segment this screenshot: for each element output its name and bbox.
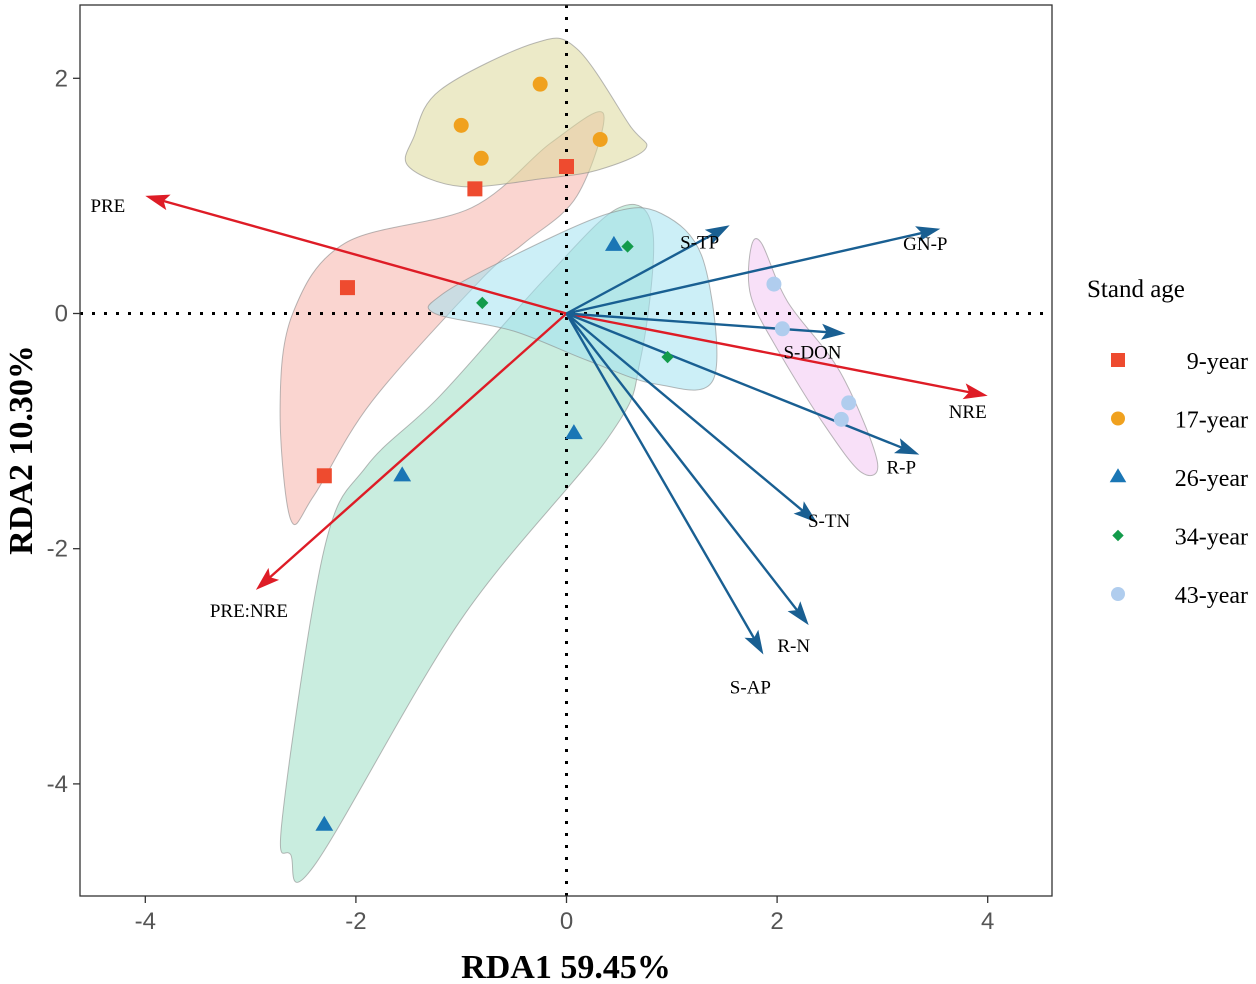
x-tick-label: -2 [345,908,366,935]
data-point [565,424,583,440]
vector-label: S-DON [783,343,841,364]
legend-key [1111,587,1125,601]
axes: -4 -2 0 2 4 -4 -2 0 2 [47,65,995,935]
vector-arrowhead [787,601,809,626]
vector-PRE:NRE: PRE:NRE [210,312,568,622]
series-26-year [315,235,623,831]
sample-points [315,76,857,831]
series-34-year [476,240,674,364]
data-point [833,411,849,427]
vector-S-AP: S-AP [565,312,771,699]
legend-key [1111,353,1125,367]
y-tick-label: -4 [47,771,68,798]
vector-label: S-TN [808,511,851,532]
x-tick-label: 4 [981,908,994,935]
data-point [339,280,355,296]
vector-label: S-AP [730,678,771,699]
vector-arrowhead [962,383,988,400]
data-point [774,321,790,337]
legend-item-34-year: 34-year [1112,525,1248,551]
y-axis-title: RDA2 10.30% [3,345,40,555]
vector-NRE: NRE [566,312,988,423]
vector-arrowhead [793,501,818,523]
vector-shaft [268,312,568,579]
vector-label: PRE:NRE [210,601,288,622]
data-point [605,235,623,251]
legend-label: 17-year [1175,408,1248,434]
data-point [621,240,634,253]
series-9-year [316,159,574,484]
data-point [532,76,548,92]
legend-label: 26-year [1175,466,1248,492]
vector-shaft [566,312,903,450]
vector-label: NRE [949,402,987,423]
legend-item-26-year: 26-year [1109,466,1248,492]
environmental-vectors: PRE NRE PRE:NRE S-TP GN-P S-DON R-P S-TN R-N S-AP [90,194,988,699]
vector-arrowhead [915,226,941,242]
legend-key [1109,468,1127,483]
legend-label: 34-year [1175,525,1248,551]
vector-arrowhead [255,567,280,590]
legend-key [1111,411,1125,426]
y-tick-label: -2 [47,536,68,563]
vector-label: R-P [887,458,917,479]
vector-arrowhead [704,225,730,244]
hull-17-year [404,37,648,188]
legend-label: 9-year [1187,349,1248,375]
vector-shaft [566,312,971,394]
legend-title: Stand age [1087,276,1185,303]
vector-R-N: R-N [565,312,810,657]
vector-label: R-N [777,636,810,657]
vector-shaft [565,232,715,315]
data-point [476,296,489,310]
vector-R-P: R-P [566,312,920,479]
legend-key [1112,529,1124,542]
data-point [841,395,857,411]
vector-arrowhead [744,629,764,655]
data-point [661,350,674,364]
y-tick-label: 0 [55,301,68,328]
vector-PRE: PRE [90,194,567,315]
series-43-year [766,276,857,427]
vector-label: S-TP [680,232,719,253]
vector-S-TN: S-TN [565,312,851,532]
x-axis-title: RDA1 59.45% [461,949,671,984]
x-tick-label: 0 [560,908,573,935]
hull-26-year [279,203,655,883]
vector-arrowhead [894,438,920,455]
vector-label: GN-P [903,234,947,255]
vector-arrowhead [145,194,171,211]
vector-arrowhead [821,323,846,340]
y-tick-label: 2 [55,65,68,92]
x-tick-label: -4 [135,908,156,935]
vector-S-TP: S-TP [565,225,730,315]
legend-label: 43-year [1175,583,1248,609]
data-point [559,159,574,174]
vector-GN-P: GN-P [566,226,947,315]
legend: Stand age 9-year 17-year 26-year 34-year 43-… [1087,276,1248,609]
data-point [473,150,489,166]
vector-shaft [162,199,567,315]
data-point [592,131,608,147]
vector-shaft [565,312,756,640]
x-tick-label: 2 [770,908,783,935]
data-point [393,466,412,482]
vector-label: PRE [90,196,125,217]
legend-item-17-year: 17-year [1111,408,1248,434]
vector-shaft [565,312,799,612]
data-point [453,117,469,133]
legend-item-43-year: 43-year [1111,583,1248,609]
data-point [315,815,334,831]
series-17-year [453,76,608,166]
data-point [467,181,483,197]
data-point [316,468,332,484]
legend-item-9-year: 9-year [1111,349,1248,375]
reference-lines [80,5,1052,896]
vector-shaft [566,231,924,315]
data-point [766,276,782,292]
vector-shaft [565,312,805,513]
